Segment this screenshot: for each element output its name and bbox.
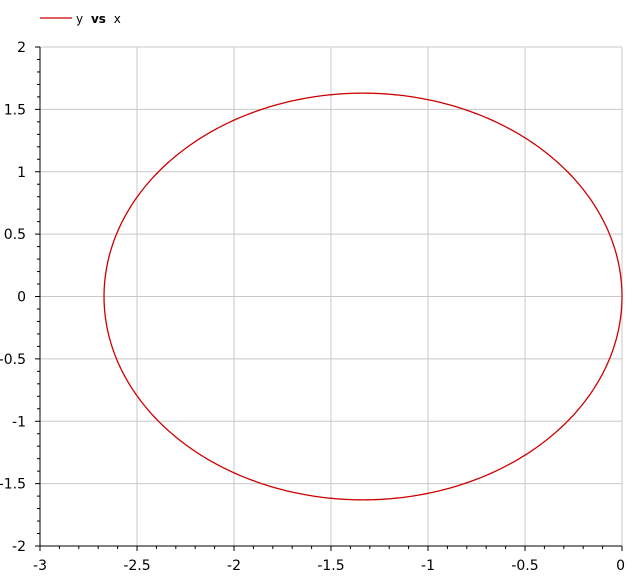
y-tick-label: 1.5 [4, 102, 26, 118]
y-tick-label: -0.5 [0, 352, 26, 368]
x-tick-label: -1.5 [317, 558, 344, 574]
legend-joiner: vs [91, 12, 106, 26]
legend: y vs x [40, 12, 121, 26]
legend-label: y vs x [76, 12, 121, 26]
x-tick-label: -2 [227, 558, 241, 574]
x-tick-label: -0.5 [511, 558, 538, 574]
series-layer [103, 92, 623, 501]
y-tick-label: 1 [17, 165, 26, 181]
x-tick-label: -1 [421, 558, 435, 574]
y-tick-label: -1.5 [0, 477, 26, 493]
y-tick-label: 0 [17, 290, 26, 306]
y-tick-label: -2 [12, 539, 26, 555]
x-tick-label: -3 [33, 558, 47, 574]
x-tick-label: 0 [616, 558, 625, 574]
y-tick-label: 2 [17, 40, 26, 56]
y-tick-label: -1 [12, 414, 26, 430]
grid-lines [40, 46, 623, 546]
y-tick-label: 0.5 [4, 227, 26, 243]
legend-y-name: y [76, 12, 83, 26]
legend-x-name: x [114, 12, 121, 26]
x-tick-label: -2.5 [123, 558, 150, 574]
series-line-y-vs-x [103, 92, 623, 501]
axes: 2 1.5 1 0.5 0 -0.5 -1 -1.5 -2 -3 -2.5 -2 -1.5 -1 -0.5 0 [0, 40, 625, 574]
